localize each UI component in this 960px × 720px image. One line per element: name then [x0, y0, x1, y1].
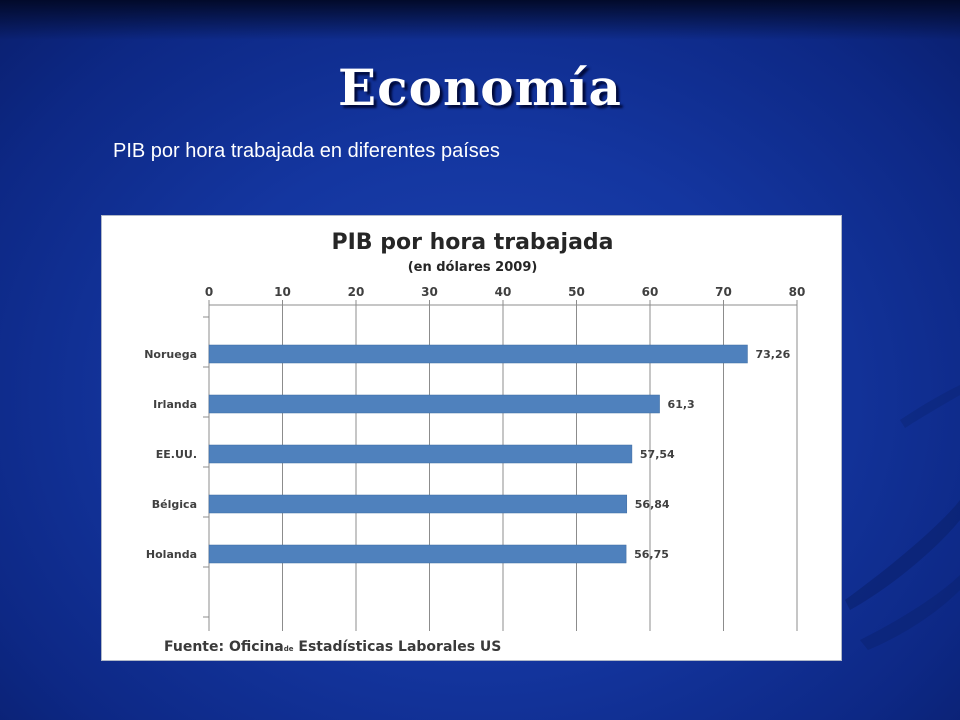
x-tick-label: 10 — [274, 285, 291, 299]
chart-subtitle: (en dólares 2009) — [407, 260, 538, 275]
value-label: 56,84 — [635, 498, 670, 511]
x-tick-label: 0 — [205, 285, 213, 299]
x-tick-label: 70 — [715, 285, 732, 299]
bar-chart: 0 10 20 30 40 50 60 70 80 Noruega 73,26 Irlanda 61,3… — [144, 285, 806, 631]
source-text-b: Estadísticas Laborales US — [298, 639, 502, 655]
slide-subtitle: PIB por hora trabajada en diferentes paí… — [113, 140, 500, 162]
category-label: Bélgica — [152, 498, 197, 511]
x-tick-label: 40 — [495, 285, 512, 299]
category-label: EE.UU. — [156, 448, 197, 461]
source-label: Fuente: — [164, 639, 225, 655]
chart-title: PIB por hora trabajada — [331, 230, 614, 255]
bar — [208, 394, 660, 414]
category-label: Irlanda — [153, 398, 197, 411]
bar — [208, 344, 748, 364]
x-tick-label: 60 — [642, 285, 659, 299]
slide-title: Economía — [338, 58, 622, 117]
bar — [208, 494, 628, 514]
value-label: 73,26 — [755, 348, 790, 361]
x-tick-label: 30 — [421, 285, 438, 299]
value-label: 57,54 — [640, 448, 675, 461]
source-text-a: Oficina — [228, 639, 284, 655]
top-band — [0, 0, 960, 40]
x-tick-label: 80 — [789, 285, 806, 299]
bar — [208, 544, 627, 564]
value-label: 61,3 — [668, 398, 695, 411]
category-label: Holanda — [146, 548, 197, 561]
x-tick-label: 50 — [568, 285, 585, 299]
category-label: Noruega — [144, 348, 197, 361]
x-tick-label: 20 — [348, 285, 365, 299]
source-text-small: de — [283, 645, 294, 653]
chart-frame: 0 10 20 30 40 50 60 70 80 Noruega 73,26 Irlanda 61,3… — [101, 215, 842, 661]
bar — [208, 444, 633, 464]
chart-source: Fuente: Oficinade Estadísticas Laborales… — [164, 639, 501, 655]
value-label: 56,75 — [634, 548, 669, 561]
